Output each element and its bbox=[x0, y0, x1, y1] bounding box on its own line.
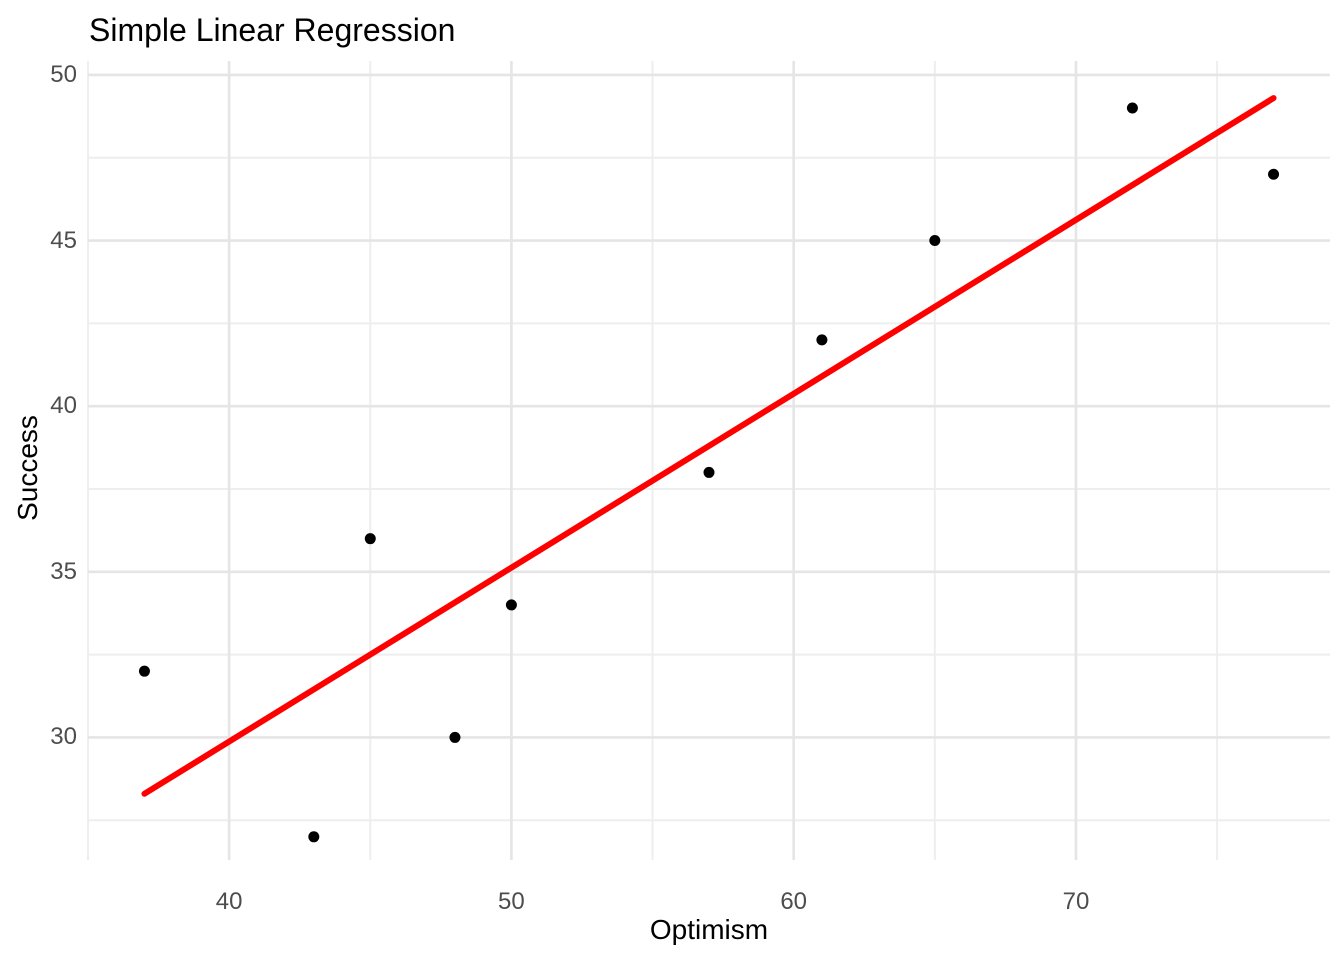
x-tick-label: 60 bbox=[780, 888, 808, 915]
x-tick-label: 40 bbox=[215, 888, 243, 915]
data-point bbox=[816, 334, 828, 346]
y-tick-label: 35 bbox=[50, 557, 77, 585]
x-axis-title: Optimism bbox=[649, 914, 769, 945]
y-tick-label: 40 bbox=[50, 392, 77, 420]
y-tick-label: 30 bbox=[50, 723, 77, 751]
data-point bbox=[138, 665, 150, 677]
x-tick-label: 50 bbox=[498, 888, 525, 915]
data-point bbox=[449, 731, 461, 743]
data-point bbox=[364, 533, 376, 545]
data-point bbox=[703, 466, 715, 478]
chart-title: Simple Linear Regression bbox=[89, 12, 456, 48]
y-tick-label: 50 bbox=[50, 60, 77, 88]
data-point bbox=[1268, 168, 1280, 180]
y-axis-title: Success bbox=[12, 415, 43, 521]
data-point bbox=[1126, 102, 1138, 114]
y-tick-label: 45 bbox=[50, 226, 77, 254]
regression-line bbox=[141, 95, 1277, 797]
x-tick-label: 70 bbox=[1062, 888, 1090, 915]
data-point bbox=[505, 599, 517, 611]
data-point bbox=[308, 831, 320, 843]
data-point bbox=[929, 235, 941, 247]
